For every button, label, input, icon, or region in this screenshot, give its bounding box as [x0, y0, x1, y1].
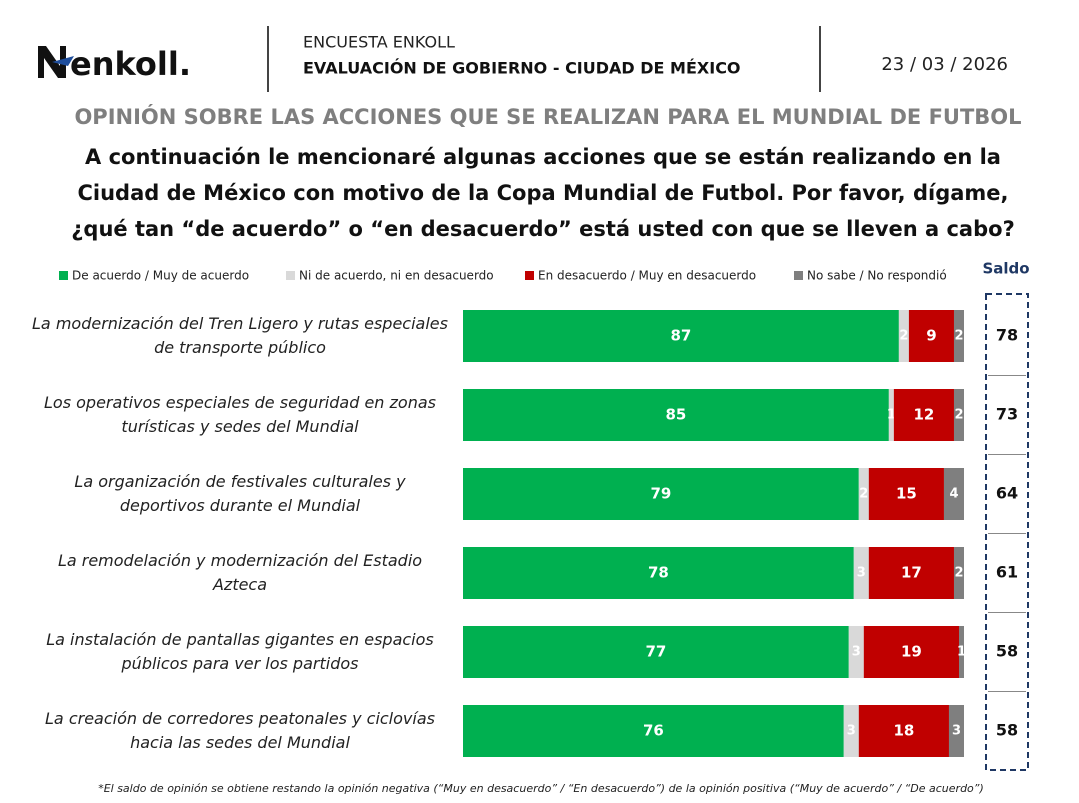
category-label: La modernización del Tren Ligero y rutas… — [32, 314, 448, 357]
bar-segment — [943, 468, 964, 520]
bar-segment — [953, 310, 964, 362]
value-label: 9 — [926, 327, 936, 345]
value-label: 78 — [648, 564, 669, 582]
saldo-value: 61 — [996, 563, 1018, 582]
saldo-value: 64 — [996, 484, 1018, 503]
bar-segment — [853, 547, 869, 599]
value-label: 2 — [859, 487, 868, 502]
bar-segment — [463, 310, 899, 362]
value-label: 2 — [954, 408, 963, 423]
bar-segment — [948, 705, 964, 757]
value-label: 19 — [901, 643, 922, 661]
logo: enkoll. — [70, 45, 191, 83]
bar-segment — [463, 547, 854, 599]
legend-label: De acuerdo / Muy de acuerdo — [72, 269, 249, 283]
category-label: La remodelación y modernización del Esta… — [57, 551, 423, 594]
value-label: 79 — [650, 485, 671, 503]
value-label: 76 — [643, 722, 664, 740]
question-line: Ciudad de México con motivo de la Copa M… — [77, 181, 1008, 205]
bar-segment — [858, 705, 949, 757]
value-label: 3 — [852, 645, 861, 660]
bar-segment — [888, 389, 894, 441]
category-label: La creación de corredores peatonales y c… — [45, 709, 435, 752]
value-label: 17 — [901, 564, 922, 582]
bar-segment — [908, 310, 954, 362]
report-name: EVALUACIÓN DE GOBIERNO - CIUDAD DE MÉXIC… — [303, 59, 741, 78]
legend-label: Ni de acuerdo, ni en desacuerdo — [299, 269, 494, 283]
bar-segment — [893, 389, 954, 441]
value-label: 2 — [954, 329, 963, 344]
date: 23 / 03 / 2026 — [881, 54, 1008, 75]
category-label: La organización de festivales culturales… — [74, 472, 406, 515]
value-label: 4 — [949, 487, 958, 502]
value-label: 2 — [899, 329, 908, 344]
bar-segment — [463, 468, 859, 520]
category-label: La instalación de pantallas gigantes en … — [46, 630, 434, 673]
legend-swatch — [525, 271, 534, 280]
legend-swatch — [286, 271, 295, 280]
bar-segment — [898, 310, 909, 362]
value-label: 1 — [887, 408, 896, 423]
legend-swatch — [59, 271, 68, 280]
bar-segment — [858, 468, 869, 520]
value-label: 77 — [645, 643, 666, 661]
value-label: 3 — [952, 724, 961, 739]
saldo-box — [985, 293, 1029, 771]
value-label: 87 — [670, 327, 691, 345]
legend-label: En desacuerdo / Muy en desacuerdo — [538, 269, 756, 283]
bar-segment — [868, 468, 944, 520]
chart-title: OPINIÓN SOBRE LAS ACCIONES QUE SE REALIZ… — [74, 104, 1021, 129]
question-line: A continuación le mencionaré algunas acc… — [85, 145, 1001, 169]
value-label: 1 — [957, 645, 966, 660]
bar-segment — [843, 705, 859, 757]
bar-segment — [953, 547, 964, 599]
value-label: 18 — [893, 722, 914, 740]
logo-arrow — [52, 56, 74, 66]
bar-segment — [463, 389, 889, 441]
footnote: *El saldo de opinión se obtiene restando… — [98, 782, 984, 795]
value-label: 85 — [665, 406, 686, 424]
bar-segment — [463, 705, 844, 757]
value-label: 2 — [954, 566, 963, 581]
survey-name: ENCUESTA ENKOLL — [303, 33, 455, 52]
value-label: 15 — [896, 485, 917, 503]
bar-segment — [463, 626, 849, 678]
bar-segment — [953, 389, 964, 441]
question-line: ¿qué tan “de acuerdo” o “en desacuerdo” … — [71, 217, 1015, 241]
bar-segment — [868, 547, 954, 599]
bar-segment — [863, 626, 959, 678]
saldo-value: 58 — [996, 721, 1018, 740]
bar-segment — [958, 626, 964, 678]
value-label: 12 — [913, 406, 934, 424]
value-label: 3 — [857, 566, 866, 581]
saldo-value: 58 — [996, 642, 1018, 661]
saldo-value: 73 — [996, 405, 1018, 424]
legend-label: No sabe / No respondió — [807, 269, 947, 283]
value-label: 3 — [847, 724, 856, 739]
legend-swatch — [794, 271, 803, 280]
saldo-value: 78 — [996, 326, 1018, 345]
saldo-title: Saldo — [982, 260, 1029, 278]
bar-segment — [848, 626, 864, 678]
category-label: Los operativos especiales de seguridad e… — [44, 393, 436, 436]
